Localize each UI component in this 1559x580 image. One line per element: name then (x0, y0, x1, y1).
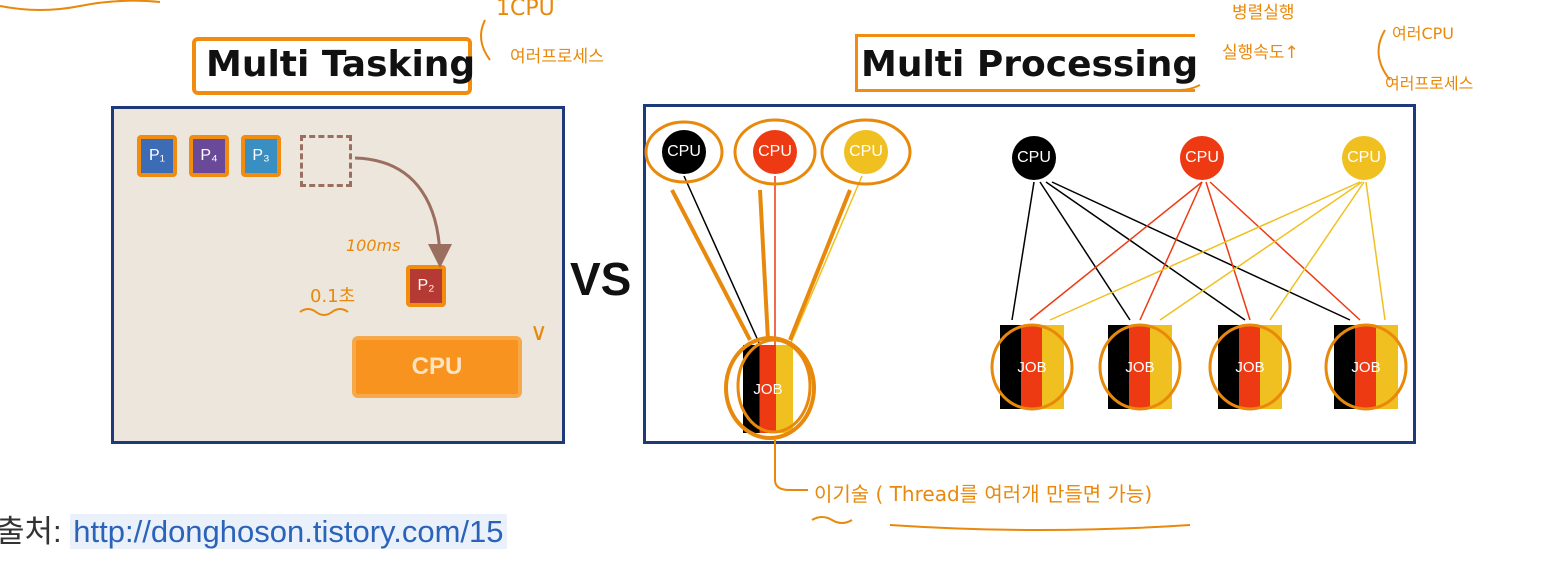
note-0-1-sec: 0.1초 (310, 286, 356, 307)
note-thread: 이기술 ( Thread를 여러개 만들면 가능) (814, 482, 1153, 506)
process-p3: P₃ (241, 135, 281, 177)
source-line: 출처: http://donghoson.tistory.com/15 (0, 506, 507, 551)
job-3: JOB (1218, 325, 1282, 409)
cpu-block: CPU (352, 336, 522, 398)
note-parallel: 병렬실행 (1232, 3, 1295, 23)
multi-processing-title: Multi Processing (861, 44, 1199, 85)
source-link[interactable]: http://donghoson.tistory.com/15 (70, 514, 507, 549)
process-p1: P₁ (137, 135, 177, 177)
multi-tasking-title-box (192, 37, 472, 95)
note-many-processes-2: 여러프로세스 (1385, 74, 1474, 93)
source-label: 출처: (0, 514, 62, 549)
job-1: JOB (1000, 325, 1064, 409)
job-single: JOB (743, 345, 793, 433)
cpu-yellow-1: CPU (844, 130, 888, 174)
job-4: JOB (1334, 325, 1398, 409)
note-100ms: 100ms (346, 236, 401, 255)
multi-tasking-title: Multi Tasking (206, 44, 476, 85)
process-p4: P₄ (189, 135, 229, 177)
cpu-red-1: CPU (753, 130, 797, 174)
note-many-cpu: 여러CPU (1392, 24, 1454, 43)
vs-label: VS (570, 253, 632, 305)
cpu-black-2: CPU (1012, 136, 1056, 180)
cpu-red-2: CPU (1180, 136, 1224, 180)
job-2: JOB (1108, 325, 1172, 409)
process-p2: P₂ (406, 265, 446, 307)
note-many-processes: 여러프로세스 (510, 47, 604, 67)
cpu-black-1: CPU (662, 130, 706, 174)
empty-slot (300, 135, 352, 187)
note-check: ∨ (530, 318, 548, 346)
multi-processing-title-box (855, 34, 1195, 92)
cpu-yellow-2: CPU (1342, 136, 1386, 180)
note-speed: 실행속도↑ (1222, 43, 1299, 63)
note-1cpu: 1CPU (496, 0, 555, 21)
